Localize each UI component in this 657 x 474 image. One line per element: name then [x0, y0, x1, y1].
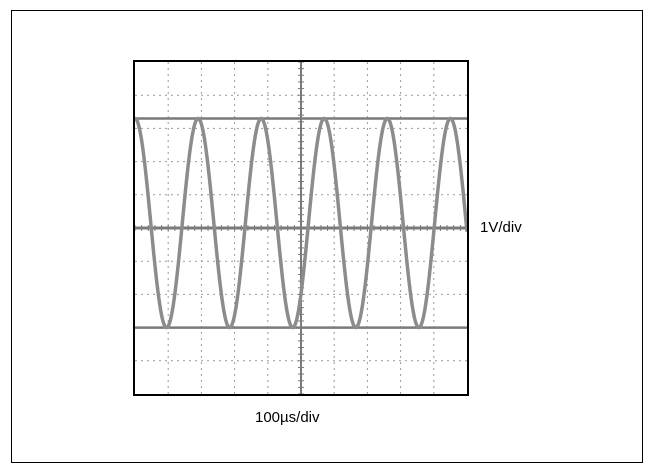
figure-frame	[11, 10, 643, 463]
oscilloscope-plot	[133, 60, 469, 396]
sine-trace	[133, 116, 469, 330]
vertical-scale-label: 1V/div	[480, 219, 522, 236]
oscilloscope-screen	[133, 60, 469, 396]
horizontal-scale-label: 100µs/div	[255, 409, 320, 426]
screen-border	[133, 60, 469, 396]
trace-layer	[133, 116, 469, 330]
